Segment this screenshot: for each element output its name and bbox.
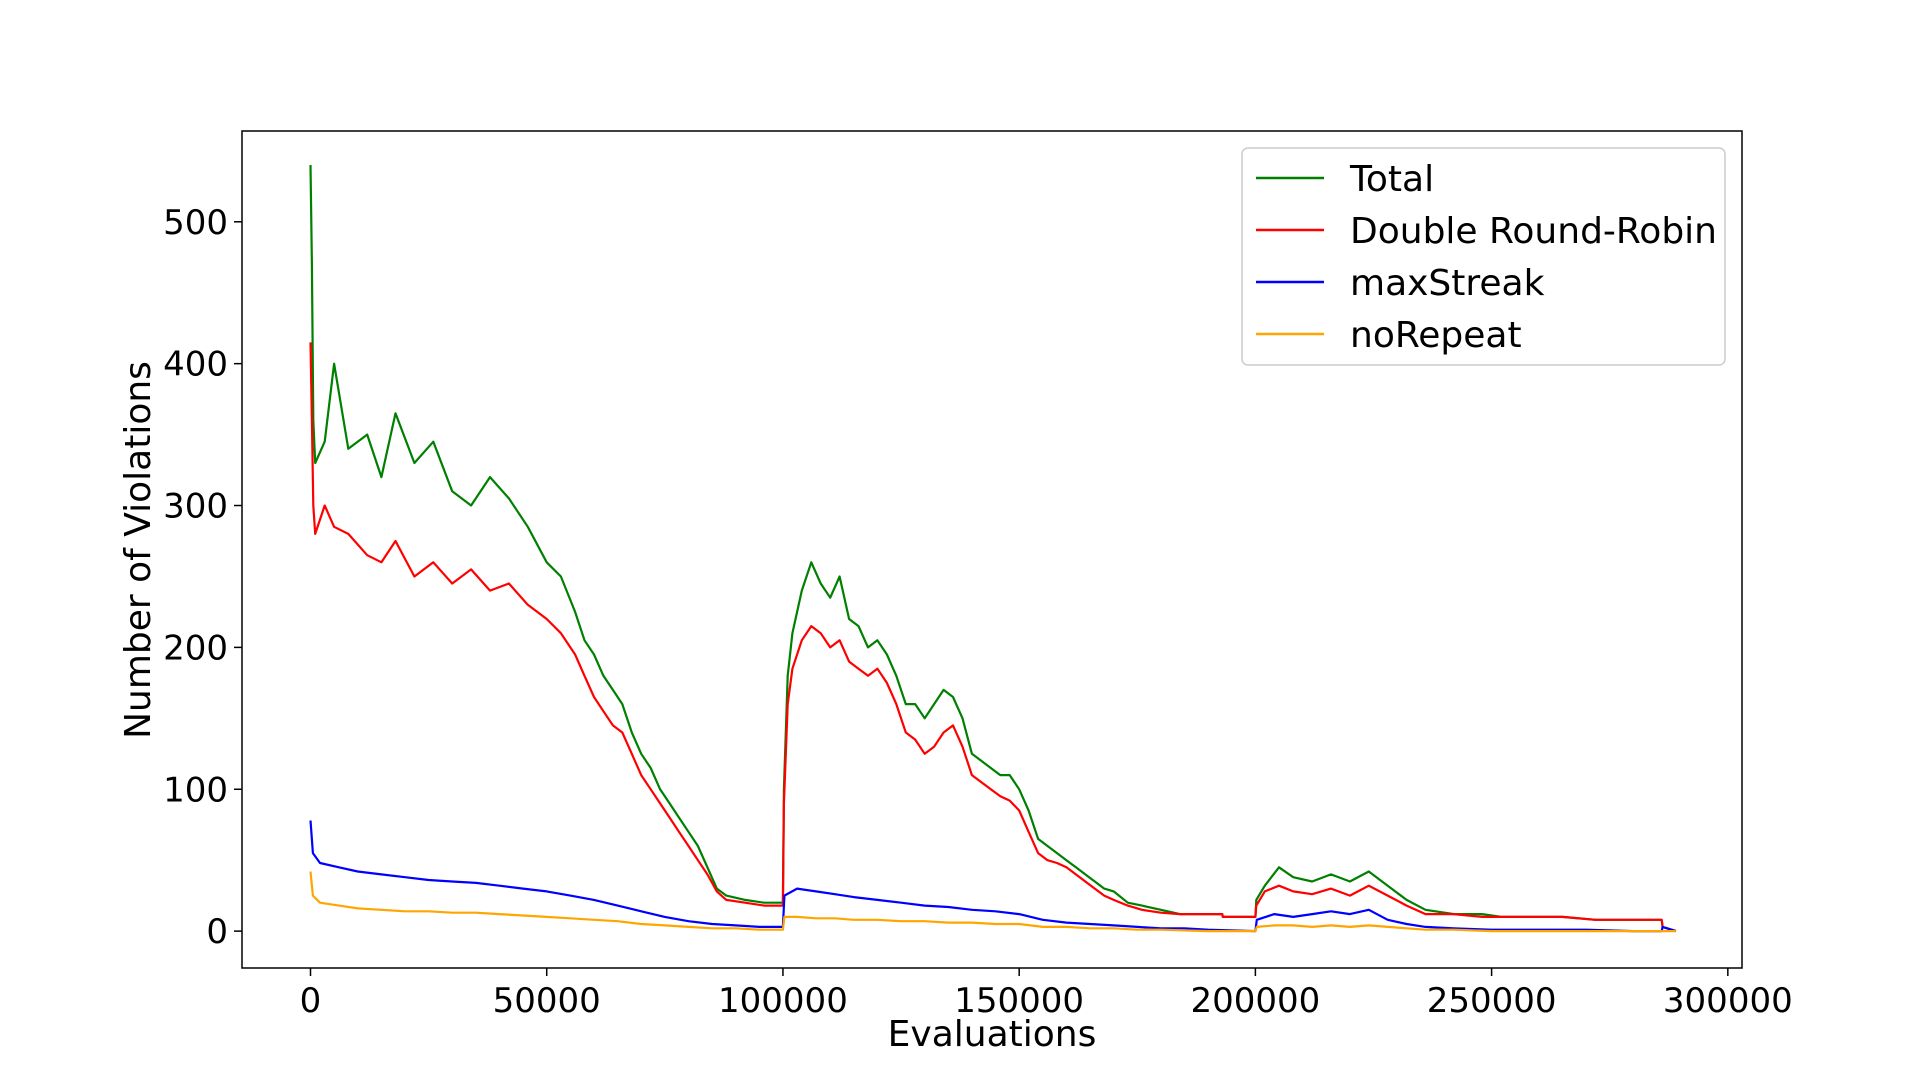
series-line-2: [309, 820, 1677, 933]
y-axis: 0 100 200 300 400 500: [163, 203, 242, 952]
series-line-0: [309, 164, 1677, 933]
legend-label-2: maxStreak: [1350, 263, 1545, 304]
series-line-1: [309, 342, 1677, 933]
legend-box: [1241, 147, 1726, 366]
y-tick-label-1: 100: [163, 770, 228, 810]
legend-label-0: Total: [1349, 159, 1434, 200]
x-tick-label-1: 50000: [493, 981, 601, 1021]
y-tick-label-4: 400: [163, 345, 228, 385]
legend-label-1: Double Round-Robin: [1350, 211, 1717, 252]
plot-frame: [241, 130, 1743, 969]
x-tick-label-0: 0: [300, 981, 322, 1021]
x-axis-label: Evaluations: [888, 1014, 1097, 1055]
y-axis-label: Number of Violations: [118, 361, 159, 739]
x-tick-label-6: 300000: [1663, 981, 1793, 1021]
x-axis: 0 50000 100000 150000 200000 250000 300000: [300, 968, 1793, 1021]
x-tick-label-2: 100000: [718, 981, 848, 1021]
x-tick-label-3: 150000: [954, 981, 1084, 1021]
y-tick-label-3: 300: [163, 487, 228, 527]
legend: Total Double Round-Robin maxStreak noRepeat: [1241, 147, 1726, 366]
y-tick-label-2: 200: [163, 628, 228, 668]
y-tick-label-5: 500: [163, 203, 228, 243]
series-layer: [309, 164, 1677, 933]
x-tick-label-5: 250000: [1427, 981, 1557, 1021]
x-tick-label-4: 200000: [1190, 981, 1320, 1021]
series-line-3: [309, 871, 1676, 933]
y-tick-label-0: 0: [206, 912, 228, 952]
legend-label-3: noRepeat: [1350, 315, 1522, 356]
